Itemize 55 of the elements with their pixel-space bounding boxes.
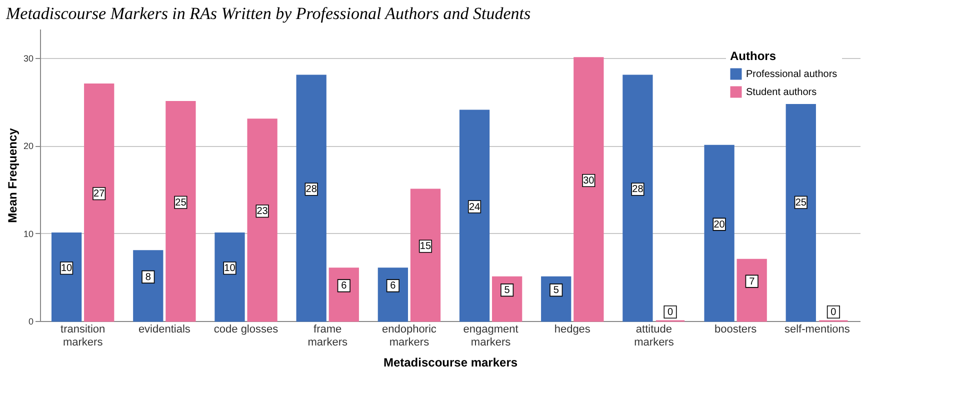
data-label: 8	[145, 272, 152, 283]
data-label: 7	[749, 276, 756, 288]
legend-title: Authors	[730, 49, 776, 63]
data-label: 5	[504, 285, 510, 296]
bar	[574, 57, 604, 322]
y-tick-label: 30	[23, 53, 34, 64]
x-tick-label: engagment markers	[463, 324, 518, 348]
x-tick-label: code glosses	[214, 324, 279, 336]
bar	[247, 118, 278, 322]
data-label: 6	[390, 280, 396, 292]
bar	[622, 74, 653, 322]
bar	[736, 258, 767, 322]
legend-label: Student authors	[746, 87, 817, 98]
x-tick-label: hedges	[554, 324, 591, 336]
y-tick-label: 20	[23, 141, 34, 152]
x-tick-label: self-mentions	[784, 324, 850, 336]
data-label: 6	[341, 280, 348, 292]
bar	[328, 268, 359, 322]
bar	[296, 74, 326, 322]
x-tick-label: boosters	[714, 324, 758, 336]
bar	[133, 250, 164, 322]
x-tick-label: evidentials	[138, 324, 191, 336]
bar	[84, 83, 114, 322]
data-label: 25	[795, 197, 807, 208]
data-label: 10	[61, 263, 73, 274]
data-label: 28	[306, 184, 318, 196]
bar	[459, 110, 490, 322]
bar	[214, 232, 245, 322]
data-label: 25	[175, 197, 187, 208]
bar	[704, 144, 734, 322]
legend-label: Professional authors	[746, 69, 838, 80]
x-tick-label: frame markers	[308, 324, 348, 348]
data-label: 15	[420, 241, 432, 252]
data-label: 24	[468, 202, 481, 213]
data-label: 27	[94, 188, 106, 200]
data-label: 30	[583, 175, 595, 186]
data-label: 5	[553, 285, 560, 296]
data-label: 0	[667, 307, 674, 318]
data-label: 10	[224, 263, 236, 274]
data-label: 20	[714, 219, 726, 230]
chart-title: Metadiscourse Markers in RAs Written by Professional Authors and Students	[4, 4, 531, 23]
data-label: 28	[632, 184, 644, 196]
bar	[166, 101, 196, 322]
y-tick-label: 0	[28, 316, 34, 326]
bar	[378, 268, 408, 322]
x-tick-label: endophoric markers	[382, 324, 437, 348]
bar	[51, 232, 82, 322]
x-axis-title: Metadiscourse markers	[383, 356, 518, 370]
bar	[410, 188, 441, 322]
x-tick-label: transition markers	[60, 324, 106, 348]
y-tick-label: 10	[23, 228, 34, 239]
data-label: 23	[256, 206, 268, 218]
y-axis-title: Mean Frequency	[5, 128, 20, 223]
data-label: 0	[830, 307, 837, 318]
x-tick-label: attitude markers	[634, 324, 674, 348]
